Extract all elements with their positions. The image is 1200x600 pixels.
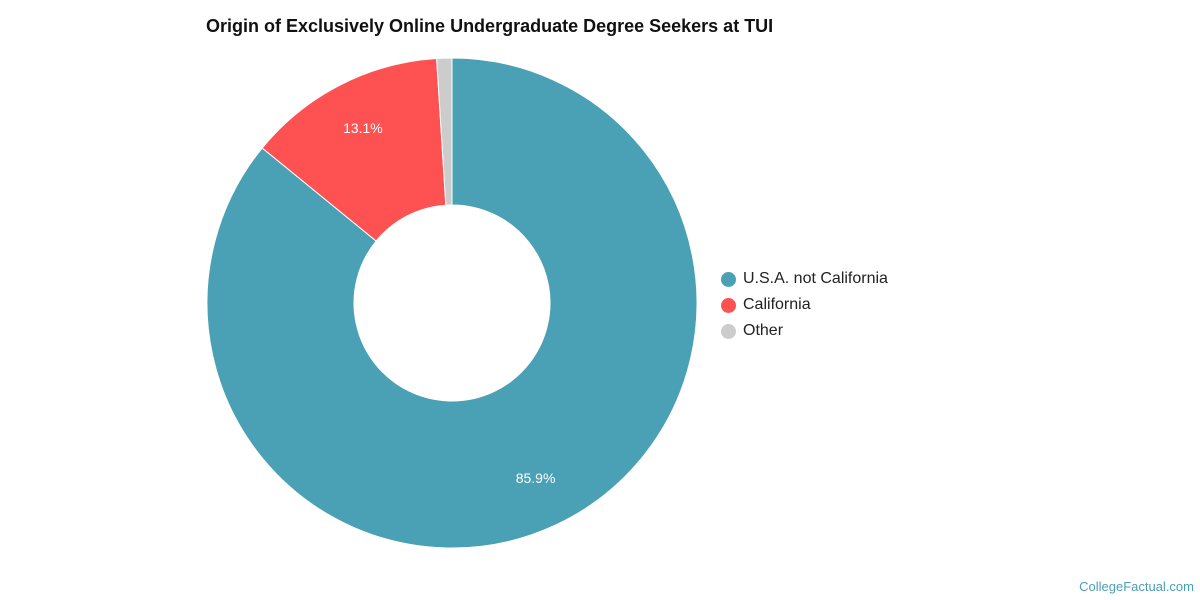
legend-swatch-icon (721, 297, 736, 313)
chart-title: Origin of Exclusively Online Undergradua… (206, 16, 774, 36)
chart-legend: U.S.A. not California California Other (721, 266, 888, 344)
slice-label-california: 13.1% (343, 120, 383, 136)
legend-swatch-icon (721, 323, 736, 339)
legend-label: U.S.A. not California (743, 270, 888, 287)
slice-label-u-s-a-not-california: 85.9% (516, 470, 556, 486)
legend-label: California (743, 296, 811, 313)
legend-item-u-s-a-not-california[interactable]: U.S.A. not California (721, 266, 888, 292)
slice-other[interactable] (436, 57, 453, 206)
legend-item-other[interactable]: Other (721, 318, 888, 344)
legend-swatch-icon (721, 271, 736, 287)
legend-item-california[interactable]: California (721, 292, 888, 318)
legend-label: Other (743, 322, 784, 339)
slice-u-s-a-not-california[interactable] (206, 57, 698, 549)
slice-california[interactable] (261, 57, 447, 242)
source-credit[interactable]: CollegeFactual.com (1079, 579, 1194, 594)
